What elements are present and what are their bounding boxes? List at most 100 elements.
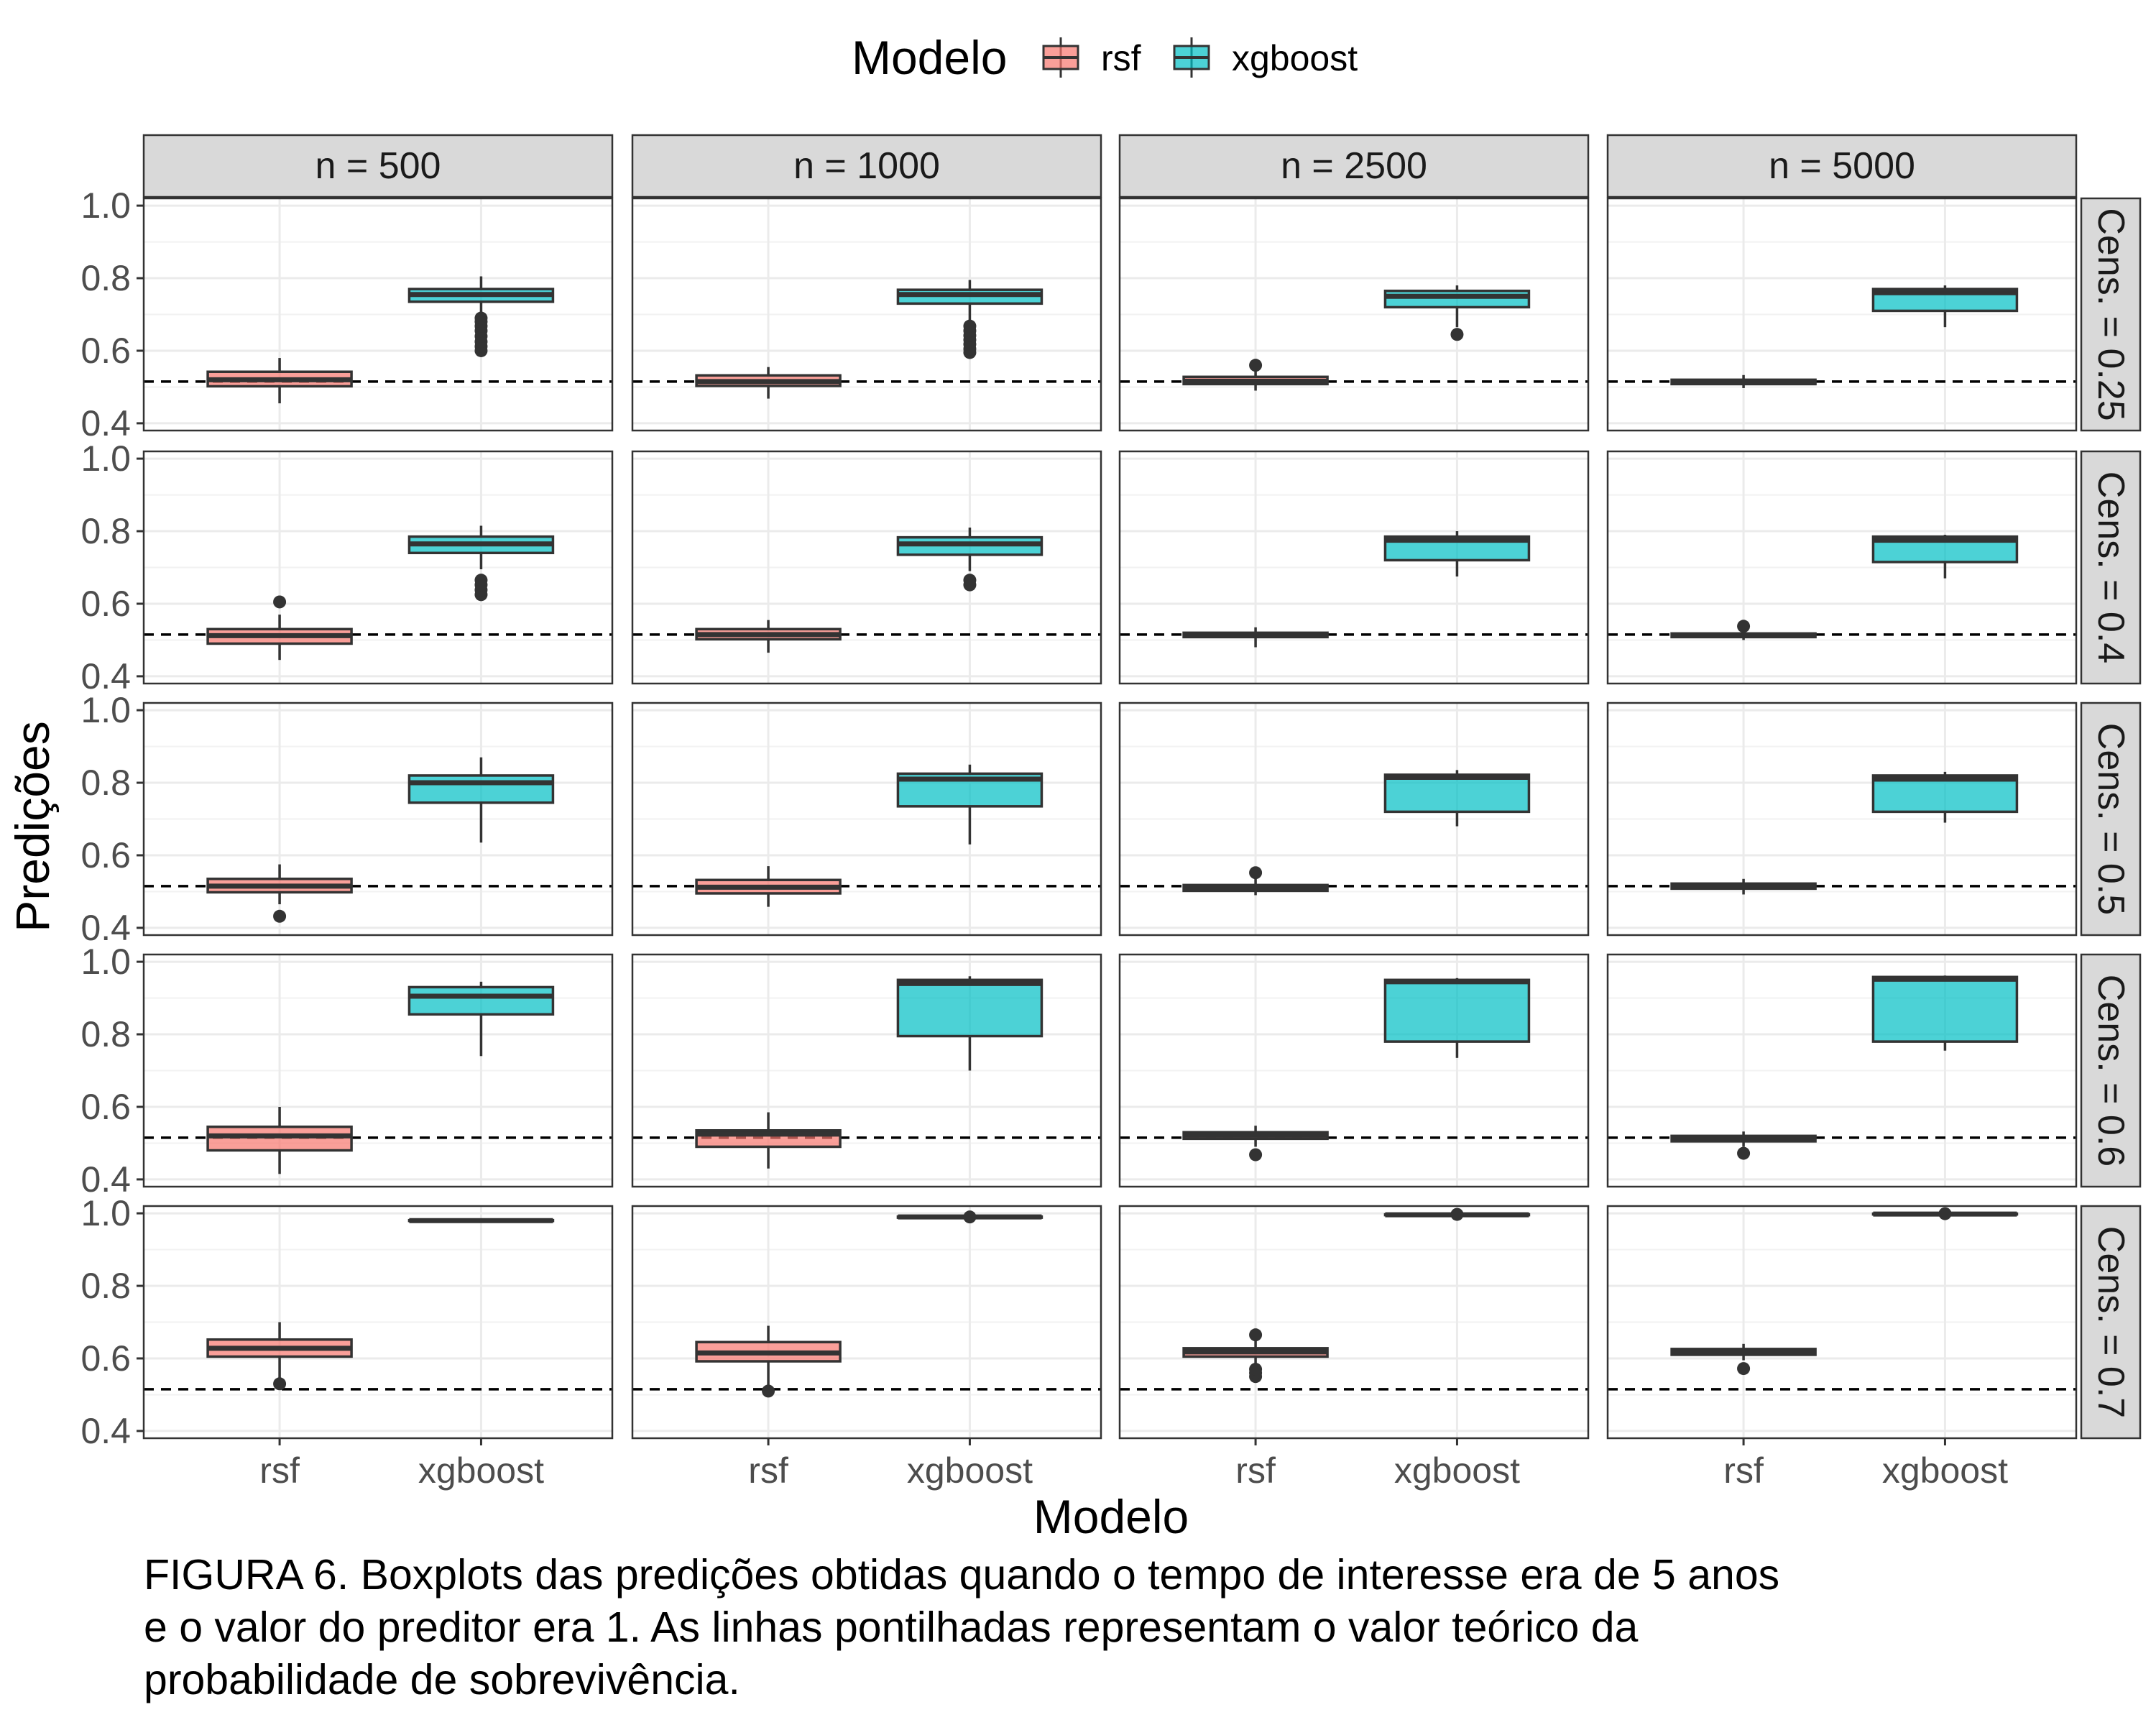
legend-label-xgboost: xgboost [1232, 38, 1358, 78]
legend: Modelo rsf xgboost [852, 31, 1358, 84]
y-tick-label: 0.4 [80, 656, 131, 696]
y-tick-label: 1.0 [80, 690, 131, 730]
panel-border [1606, 197, 2078, 432]
box-body [896, 978, 1044, 1038]
y-tick-label: 0.8 [80, 1014, 131, 1054]
panel-r4-c3 [1118, 953, 1590, 1188]
box-body [1383, 773, 1531, 814]
col-strip-bg [1118, 134, 1590, 198]
box-rsf [1670, 1131, 1817, 1160]
panel-r3-c2 [631, 702, 1102, 937]
box-xgboost [896, 976, 1044, 1071]
panel-border [631, 197, 1102, 432]
col-strip-label: n = 2500 [1281, 145, 1427, 187]
outlier-point [474, 574, 488, 587]
box-rsf [206, 358, 353, 404]
col-strip-bg [142, 134, 614, 198]
box-body [206, 1125, 353, 1152]
box-xgboost [1383, 285, 1531, 341]
legend-title: Modelo [852, 31, 1007, 84]
outlier-point [1450, 328, 1464, 341]
x-tick-label: rsf [748, 1450, 788, 1491]
outlier-point [963, 574, 977, 587]
box-rsf [695, 1325, 842, 1398]
col-strip-2: n = 1000 [631, 134, 1102, 198]
box-rsf [1670, 374, 1817, 388]
box-xgboost [896, 280, 1044, 359]
panel-r1-c2 [631, 197, 1102, 432]
outlier-point [1249, 866, 1263, 880]
box-body [1383, 978, 1531, 1043]
col-strip-label: n = 1000 [793, 145, 940, 187]
box-xgboost [896, 1210, 1044, 1224]
box-xgboost [896, 764, 1044, 845]
x-axis-title: Modelo [1033, 1490, 1189, 1543]
box-xgboost [1871, 535, 2019, 579]
outlier-point [474, 311, 488, 325]
box-rsf [1670, 1343, 1817, 1376]
y-tick-label: 0.6 [80, 584, 131, 624]
panel-border [142, 450, 614, 685]
y-tick-label: 0.6 [80, 835, 131, 875]
panel-border [142, 702, 614, 937]
x-tick-label: xgboost [1394, 1450, 1520, 1491]
outlier-point [1737, 1146, 1751, 1160]
panel-border [631, 953, 1102, 1188]
row-strip-label: Cens. = 0.6 [2090, 975, 2132, 1167]
y-tick-label: 0.8 [80, 763, 131, 803]
y-tick-label: 0.4 [80, 908, 131, 948]
box-rsf [1670, 878, 1817, 895]
col-strip-bg [631, 134, 1102, 198]
panel-r1-c3 [1118, 197, 1590, 432]
panel-r1-c1: 0.4 0.6 0.8 1.0 [80, 185, 614, 443]
panel-r1-c4 [1606, 197, 2078, 432]
box-rsf [695, 367, 842, 399]
box-xgboost [1871, 1207, 2019, 1220]
panel-r5-c3: rsf xgboost [1118, 1205, 1590, 1491]
y-tick-label: 1.0 [80, 1193, 131, 1233]
row-strip-label: Cens. = 0.7 [2090, 1226, 2132, 1418]
box-xgboost [1383, 770, 1531, 827]
row-strip-bg [2080, 953, 2142, 1188]
outlier-point [1737, 1362, 1751, 1376]
row-strip-bg [2080, 450, 2142, 685]
y-tick-label: 1.0 [80, 185, 131, 226]
box-body [407, 774, 555, 804]
outlier-point [1450, 1208, 1464, 1221]
outlier-point [1938, 1207, 1952, 1220]
caption-line-2: e o valor do preditor era 1. As linhas p… [144, 1604, 1639, 1651]
y-tick-label: 1.0 [80, 942, 131, 982]
y-tick-label: 0.8 [80, 1266, 131, 1306]
box-rsf [1182, 866, 1329, 896]
outlier-point [963, 1210, 977, 1224]
panel-r3-c4 [1606, 702, 2078, 937]
outlier-point [762, 1384, 775, 1398]
box-xgboost [1871, 975, 2019, 1051]
panel-border [1118, 702, 1590, 937]
col-strip-label: n = 500 [315, 145, 441, 187]
panel-border [142, 1205, 614, 1440]
panel-border [1118, 197, 1590, 432]
box-xgboost [407, 525, 555, 602]
y-tick-label: 0.8 [80, 511, 131, 551]
box-xgboost [1383, 1208, 1531, 1221]
outlier-point [273, 1377, 287, 1391]
outlier-point [1249, 359, 1263, 372]
box-body [1383, 289, 1531, 309]
y-tick-label: 0.6 [80, 1338, 131, 1379]
panel-r5-c2: rsf xgboost [631, 1205, 1102, 1491]
box-rsf [1670, 620, 1817, 640]
outlier-point [1249, 1148, 1263, 1162]
box-body [407, 985, 555, 1016]
legend-key-xgboost [1173, 37, 1210, 78]
col-strip-4: n = 5000 [1606, 134, 2078, 198]
box-xgboost [1383, 978, 1531, 1058]
box-xgboost [896, 527, 1044, 592]
y-tick-label: 0.6 [80, 331, 131, 371]
box-rsf [206, 1322, 353, 1391]
panel-border [631, 702, 1102, 937]
row-strip-bg [2080, 702, 2142, 937]
x-tick-label: xgboost [907, 1450, 1033, 1491]
figure-caption: FIGURA 6. Boxplots das predições obtidas… [144, 1549, 2084, 1706]
row-strip-label: Cens. = 0.5 [2090, 723, 2132, 915]
